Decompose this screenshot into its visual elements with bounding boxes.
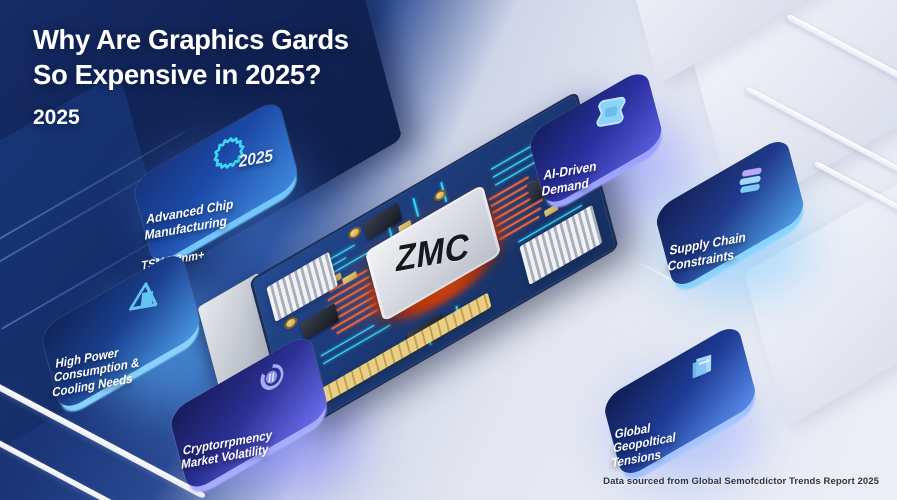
card-ai-driven-demand[interactable]: AI-Driven Demand: [527, 67, 665, 215]
page-title: Why Are Graphics Gards So Expensive in 2…: [33, 24, 349, 91]
card-cryptocurrency-market-volatility[interactable]: Cryptorrpmency Market Volatility: [168, 332, 330, 500]
mount-pad: [347, 224, 362, 241]
card-global-geopolitical-tensions[interactable]: Global Geopoltical Tensions: [601, 321, 759, 486]
gpu-die-label: ZMC: [393, 225, 473, 280]
card-supply-chain-constraints[interactable]: Supply Chain Constraints: [653, 134, 807, 297]
mount-pad: [283, 314, 299, 332]
smd-chip: [299, 303, 340, 341]
chip-hexagon-icon: [592, 91, 630, 133]
card-advanced-chip-manufacturing[interactable]: 2025 Advanced Chip Manufacturing TSMC 3n…: [131, 97, 301, 273]
page-subtitle-year: 2025: [33, 106, 80, 130]
shield-layers-icon: [684, 346, 721, 388]
gear-icon: [211, 131, 248, 173]
power-meter-icon: [125, 275, 163, 315]
source-attribution: Data sourced from Global Semofcdictor Tr…: [603, 476, 879, 487]
title-block: Why Are Graphics Gards So Expensive in 2…: [33, 22, 349, 130]
card-title: Advanced Chip Manufacturing TSMC 3nm+: [141, 182, 236, 275]
card-title-text: Advanced Chip Manufacturing: [144, 196, 235, 243]
crypto-coin-icon: [253, 356, 290, 398]
stacked-layers-icon: [732, 159, 769, 201]
card-high-power-consumption-cooling-needs[interactable]: High Power Consumption & Cooling Needs: [39, 248, 203, 419]
